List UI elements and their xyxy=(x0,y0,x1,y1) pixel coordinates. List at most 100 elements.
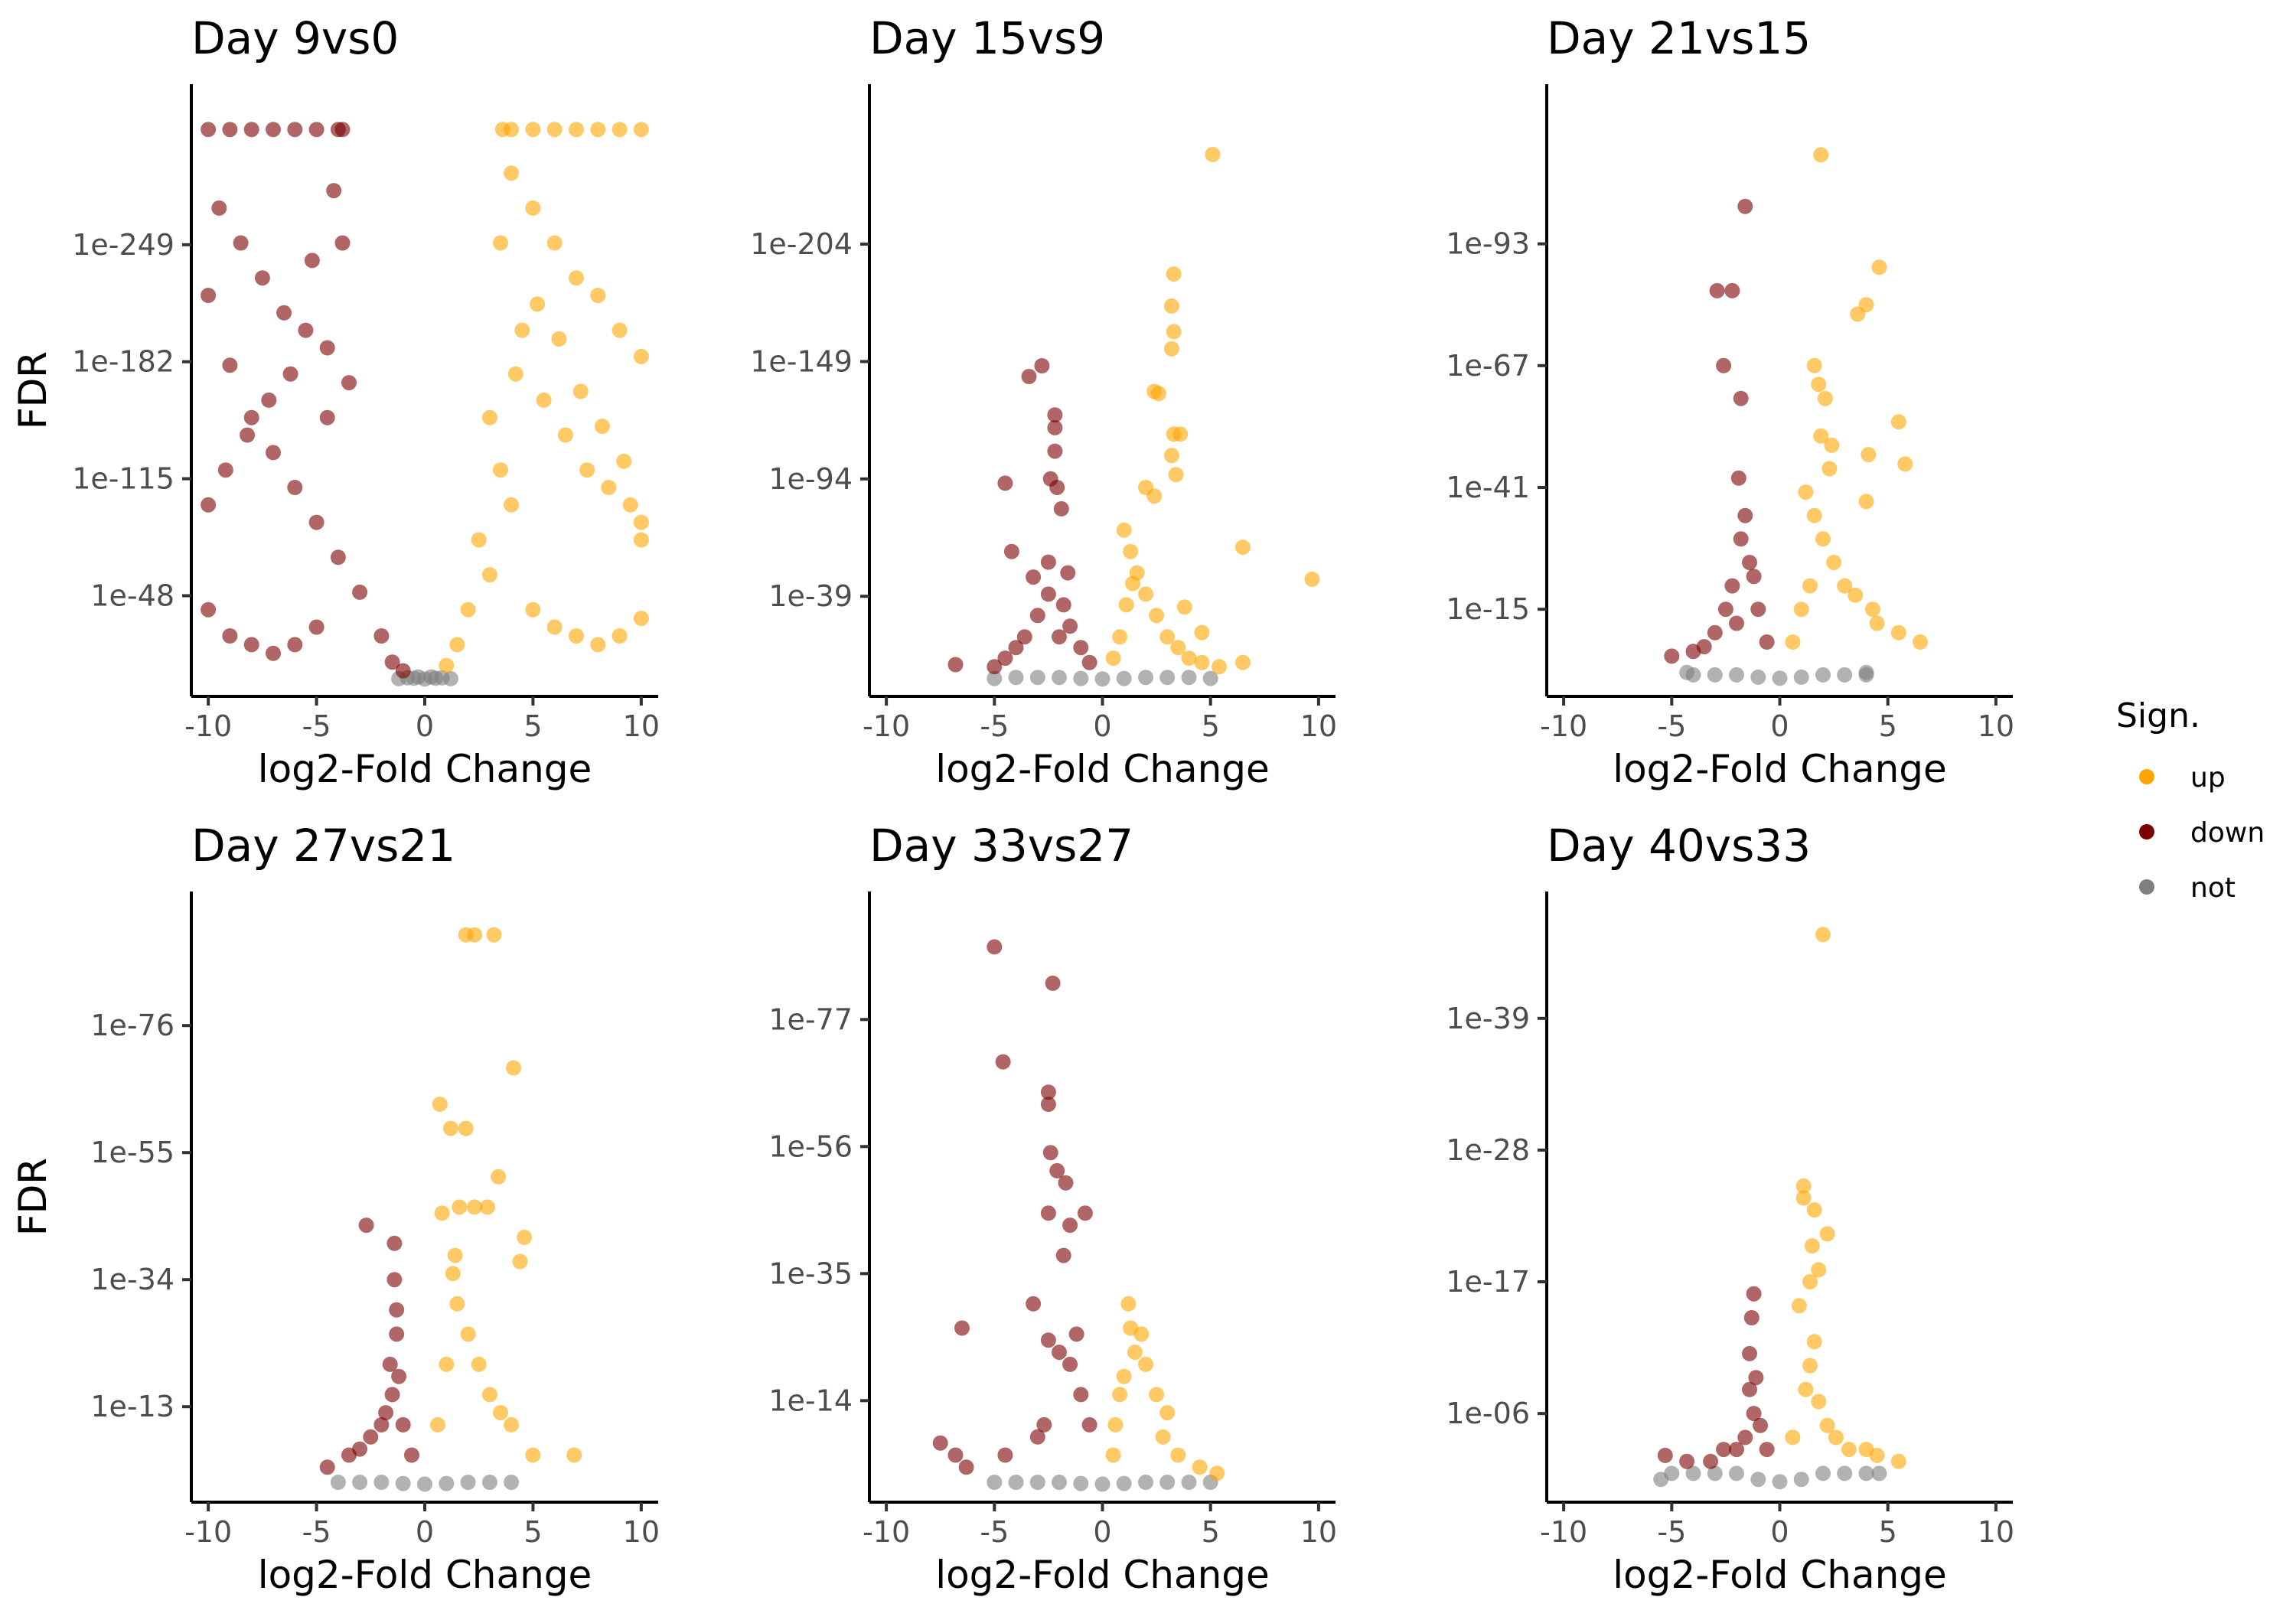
point-down xyxy=(358,1217,374,1234)
point-down xyxy=(282,366,298,382)
point-up xyxy=(504,497,520,513)
y-tick-label: 1e-249 xyxy=(72,228,174,262)
point-up xyxy=(1149,1387,1165,1403)
points xyxy=(1653,927,1906,1490)
point-down xyxy=(395,1416,411,1433)
point-up xyxy=(1890,1453,1906,1469)
y-tick-label: 1e-76 xyxy=(90,1009,174,1042)
point-up xyxy=(1791,1298,1807,1314)
point-down xyxy=(308,514,325,530)
y-tick-label: 1e-28 xyxy=(1446,1133,1530,1167)
point-up xyxy=(1819,1226,1835,1242)
point-down xyxy=(1716,1442,1732,1458)
point-down xyxy=(995,1054,1011,1070)
panel-3: -10 -5 0 5 10 1e-93 1e-67 1e-41 1e-15 Day 21vs15 l… xyxy=(11,12,2014,791)
point-up xyxy=(1890,414,1906,430)
point-down xyxy=(319,1459,335,1475)
x-axis-label: log2-Fold Change xyxy=(1613,1553,1947,1597)
y-tick-label: 1e-48 xyxy=(90,579,174,612)
point-down xyxy=(1003,543,1019,559)
point-up xyxy=(1821,461,1838,477)
point-down xyxy=(373,1416,390,1433)
point-down xyxy=(958,1459,974,1475)
x-tick-label: 10 xyxy=(1978,709,2014,743)
point-not xyxy=(1116,1475,1132,1491)
y-tick-label: 1e-77 xyxy=(768,1002,853,1036)
point-down xyxy=(1716,357,1732,373)
y-tick-label: 1e-34 xyxy=(90,1263,174,1296)
point-not xyxy=(1871,1465,1887,1482)
point-up xyxy=(551,331,567,347)
point-up xyxy=(1212,659,1227,675)
point-down xyxy=(1707,624,1723,641)
point-down xyxy=(1759,1442,1775,1458)
point-up xyxy=(557,427,573,443)
point-down xyxy=(1047,419,1063,435)
x-tick-label: 5 xyxy=(1202,1515,1220,1549)
panel-title: Day 27vs21 xyxy=(191,820,455,872)
point-down xyxy=(1068,1326,1084,1342)
point-up xyxy=(1802,1274,1818,1289)
point-down xyxy=(304,253,320,269)
point-down xyxy=(1026,569,1042,585)
point-up xyxy=(1813,147,1829,163)
point-down xyxy=(1081,1416,1097,1433)
point-down xyxy=(1040,1205,1056,1221)
point-not xyxy=(1729,1465,1744,1482)
point-up xyxy=(1304,571,1320,587)
point-not xyxy=(1159,670,1176,686)
point-up xyxy=(590,122,606,138)
point-up xyxy=(1163,341,1179,357)
legend-key-not xyxy=(2139,879,2154,895)
point-up xyxy=(1192,1459,1208,1475)
point-down xyxy=(1026,1296,1042,1312)
point-not xyxy=(1181,1475,1197,1490)
point-down xyxy=(1733,531,1749,547)
point-down xyxy=(1746,1286,1762,1302)
point-up xyxy=(504,165,520,181)
point-down xyxy=(1045,975,1061,991)
x-tick-label: 10 xyxy=(1300,709,1337,743)
point-up xyxy=(447,1247,463,1263)
point-up xyxy=(633,348,649,364)
point-up xyxy=(569,628,584,644)
x-axis-label: log2-Fold Change xyxy=(935,1553,1270,1597)
point-not xyxy=(1008,1475,1024,1490)
point-not xyxy=(1664,1465,1680,1482)
point-down xyxy=(308,619,325,635)
point-up xyxy=(1176,599,1192,615)
point-up xyxy=(1804,1238,1820,1254)
point-down xyxy=(1748,1370,1764,1386)
point-up xyxy=(572,383,589,399)
point-down xyxy=(997,1447,1013,1463)
point-down xyxy=(243,122,259,138)
point-down xyxy=(1062,1217,1078,1234)
point-down xyxy=(1709,282,1725,298)
point-up xyxy=(442,1120,458,1136)
point-down xyxy=(1717,601,1733,618)
point-not xyxy=(1815,667,1831,683)
point-up xyxy=(1806,1202,1822,1218)
point-up xyxy=(1806,507,1822,523)
point-down xyxy=(386,1272,403,1288)
point-up xyxy=(1166,324,1182,340)
y-tick-label: 1e-35 xyxy=(768,1257,853,1290)
point-up xyxy=(1105,1447,1121,1463)
point-down xyxy=(1081,654,1097,670)
point-not xyxy=(1052,1475,1067,1490)
point-not xyxy=(373,1475,390,1490)
point-down xyxy=(1737,198,1753,214)
point-up xyxy=(1120,1296,1137,1312)
y-axis-label: FDR xyxy=(11,351,55,429)
point-up xyxy=(493,462,508,478)
point-up xyxy=(1118,597,1134,613)
x-tick-label: -10 xyxy=(1540,709,1587,743)
point-up xyxy=(546,619,563,635)
point-down xyxy=(1073,640,1089,656)
point-down xyxy=(1679,1453,1695,1469)
point-up xyxy=(1205,146,1221,162)
point-up xyxy=(1123,1320,1139,1336)
point-up xyxy=(1163,448,1179,464)
point-up xyxy=(1841,1442,1857,1458)
point-down xyxy=(1703,1453,1719,1469)
